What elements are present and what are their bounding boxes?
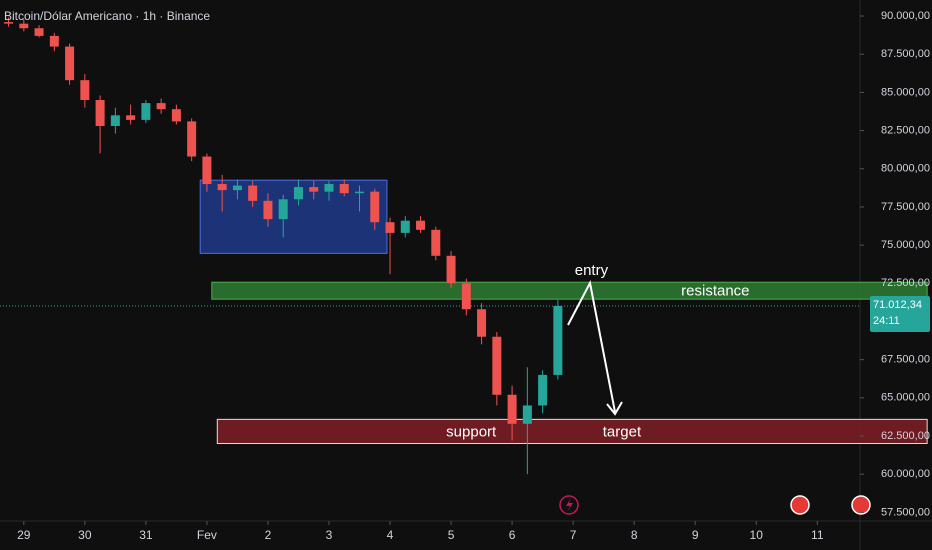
candle-body bbox=[309, 187, 319, 192]
chart-title: Bitcoin/Dólar Americano · 1h · Binance bbox=[4, 9, 210, 23]
candle-body bbox=[95, 100, 105, 126]
x-tick-label: 6 bbox=[509, 528, 516, 542]
candle-body bbox=[156, 103, 166, 110]
candle-body bbox=[461, 283, 471, 310]
x-tick-label: 11 bbox=[811, 528, 824, 542]
candle-body bbox=[19, 23, 29, 29]
x-tick-label: 9 bbox=[692, 528, 699, 542]
zone bbox=[199, 179, 388, 254]
arrow-head bbox=[606, 401, 623, 416]
candle-body bbox=[65, 46, 75, 81]
candle-body bbox=[126, 115, 136, 120]
flag-icon[interactable] bbox=[851, 495, 871, 515]
y-tick-label: 62.500,00 bbox=[881, 430, 930, 442]
y-tick-label: 57.500,00 bbox=[881, 506, 930, 518]
x-tick-label: 31 bbox=[139, 528, 153, 542]
candle-body bbox=[339, 184, 349, 194]
candle-body bbox=[538, 374, 548, 406]
x-tick-label: 30 bbox=[78, 528, 92, 542]
candle-body bbox=[477, 309, 487, 337]
y-tick-label: 80.000,00 bbox=[881, 163, 930, 175]
candle-body bbox=[293, 187, 303, 200]
candle-body bbox=[141, 103, 151, 120]
x-tick-label: 5 bbox=[448, 528, 455, 542]
candle-body bbox=[385, 222, 395, 233]
y-tick-label: 75.000,00 bbox=[881, 239, 930, 251]
plot: resistance support target entry bbox=[0, 17, 928, 475]
candle-body bbox=[34, 28, 44, 36]
candle-body bbox=[446, 255, 456, 284]
x-tick-label: 8 bbox=[631, 528, 638, 542]
candle-body bbox=[80, 80, 90, 101]
y-tick-label: 82.500,00 bbox=[881, 124, 930, 136]
arrow-path bbox=[567, 280, 616, 413]
last-price-label: 71.012,34 bbox=[873, 299, 922, 311]
candle-body bbox=[324, 184, 334, 192]
candle-body bbox=[492, 336, 502, 395]
last-price-box bbox=[870, 296, 930, 333]
y-tick-label: 65.000,00 bbox=[881, 392, 930, 404]
y-tick-label: 67.500,00 bbox=[881, 354, 930, 366]
y-tick-label: 60.000,00 bbox=[881, 468, 930, 480]
y-tick-label: 90.000,00 bbox=[881, 10, 930, 22]
zone bbox=[216, 418, 928, 444]
y-tick-label: 72.500,00 bbox=[881, 277, 930, 289]
candle-body bbox=[355, 191, 365, 194]
candle-body bbox=[400, 220, 410, 233]
x-tick-label: 4 bbox=[387, 528, 394, 542]
candle-body bbox=[217, 184, 227, 191]
candle-body bbox=[49, 35, 59, 47]
candle-body bbox=[507, 394, 517, 424]
zone-label: support bbox=[446, 423, 497, 440]
zone bbox=[211, 281, 928, 300]
zone-label: resistance bbox=[681, 283, 749, 300]
x-tick-label: 29 bbox=[17, 528, 31, 542]
candle-body bbox=[248, 185, 258, 201]
candle-body bbox=[110, 115, 120, 126]
candle-body bbox=[431, 229, 441, 256]
x-tick-label: 2 bbox=[265, 528, 272, 542]
candle-body bbox=[370, 191, 380, 223]
y-tick-label: 87.500,00 bbox=[881, 48, 930, 60]
x-tick-label: Fev bbox=[197, 528, 217, 542]
event-icon[interactable] bbox=[559, 495, 579, 515]
candle-body bbox=[171, 109, 181, 122]
candle-body bbox=[4, 22, 14, 24]
x-tick-label: 7 bbox=[570, 528, 577, 542]
candle-body bbox=[553, 306, 563, 375]
candle-body bbox=[416, 220, 426, 230]
candle-body bbox=[232, 185, 242, 191]
candle-body bbox=[202, 156, 212, 185]
annotation: entry bbox=[575, 262, 609, 279]
x-tick-label: 3 bbox=[326, 528, 333, 542]
x-tick-label: 10 bbox=[750, 528, 764, 542]
zone-label: target bbox=[603, 423, 642, 440]
candle-body bbox=[522, 405, 532, 424]
event-icon-bolt bbox=[566, 498, 573, 512]
y-tick-label: 77.500,00 bbox=[881, 201, 930, 213]
candle-body bbox=[278, 199, 288, 220]
y-tick-label: 85.000,00 bbox=[881, 86, 930, 98]
countdown-label: 24:11 bbox=[873, 315, 900, 327]
candle-body bbox=[187, 121, 197, 157]
candle-body bbox=[263, 200, 273, 220]
flag-icon[interactable] bbox=[790, 495, 810, 515]
trade-arrows bbox=[567, 280, 623, 416]
